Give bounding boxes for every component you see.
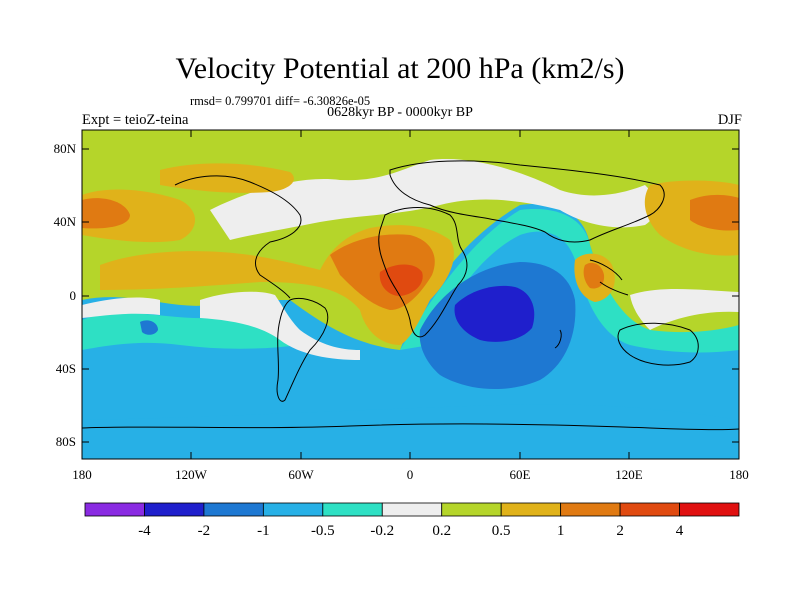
lat-label-40n: 40N (54, 214, 77, 229)
period-label: 0628kyr BP - 0000kyr BP (327, 105, 473, 120)
coastline-maritime-continent (589, 259, 629, 296)
colorbar-box-10 (679, 502, 740, 517)
lon-label-180-west: 180 (72, 467, 92, 482)
lat-label-80s: 80S (56, 434, 76, 449)
colorbar-box-1 (144, 502, 205, 517)
contour-region-cyan-antarctic (82, 404, 739, 459)
colorbar-label-4: -0.2 (370, 523, 394, 539)
contour-region-orange-east-pacific (690, 194, 739, 231)
plot-title: Velocity Potential at 200 hPa (km2/s) (175, 52, 625, 85)
colorbar-label-2: -1 (257, 523, 270, 539)
colorbar-label-6: 0.5 (492, 523, 511, 539)
season-label: DJF (717, 112, 742, 128)
contour-region-red-africa (379, 264, 423, 296)
lon-label-120w: 120W (175, 467, 208, 482)
contour-region-white-north-atlantic (210, 159, 657, 240)
colorbar-label-0: -4 (138, 523, 151, 539)
colorbar-label-7: 1 (557, 523, 565, 539)
colorbar-box-8 (560, 502, 621, 517)
colorbar: -4 -2 -1 -0.5 -0.2 0.2 0.5 1 2 4 (84, 502, 740, 539)
lon-label-60w: 60W (288, 467, 314, 482)
colorbar-box-4 (322, 502, 383, 517)
lon-label-180-east: 180 (729, 467, 749, 482)
lon-ticks (190, 130, 630, 459)
contour-fill-layer (82, 130, 739, 459)
colorbar-box-5 (381, 502, 443, 517)
contour-region-white-south-america (200, 291, 360, 360)
colorbar-box-0 (84, 502, 145, 517)
coastline-madagascar (554, 329, 562, 349)
lat-ticks (82, 148, 739, 443)
contour-region-teal-east (400, 209, 739, 353)
colorbar-box-2 (203, 502, 264, 517)
contour-region-dark-blue-indian-ocean (454, 285, 535, 342)
coastline-north-america (174, 175, 302, 299)
coastlines (82, 160, 739, 431)
contour-region-blue-pacific-south (140, 320, 158, 335)
experiment-label: Expt = teioZ-teina (82, 112, 189, 128)
contour-region-white-pacific-east (630, 288, 739, 330)
coastline-australia (617, 322, 699, 366)
lon-label-0: 0 (407, 467, 414, 482)
colorbar-label-9: 4 (676, 523, 684, 539)
contour-region-orange-maritime (583, 262, 605, 289)
contour-region-orange-west-pacific (82, 198, 130, 229)
lat-label-80n: 80N (54, 141, 77, 156)
contour-region-white-pacific (82, 297, 160, 318)
colorbar-label-3: -0.5 (311, 523, 335, 539)
colorbar-box-7 (500, 502, 562, 517)
coastline-antarctica (82, 423, 739, 431)
colorbar-box-6 (441, 502, 502, 517)
colorbar-label-1: -2 (198, 523, 211, 539)
lon-label-120e: 120E (615, 467, 643, 482)
coastline-africa (378, 207, 468, 338)
lon-label-60e: 60E (510, 467, 531, 482)
colorbar-box-9 (619, 502, 680, 517)
rmsd-diff-stats: rmsd= 0.799701 diff= -6.30826e-05 (190, 94, 371, 108)
coastline-south-america (276, 297, 329, 402)
lat-label-0: 0 (70, 288, 77, 303)
colorbar-label-8: 2 (616, 523, 624, 539)
lat-label-40s: 40S (56, 361, 76, 376)
colorbar-label-5: 0.2 (432, 523, 451, 539)
coastline-eurasia (389, 160, 665, 243)
colorbar-box-3 (262, 502, 324, 517)
contour-region-yellow-north-america (160, 163, 294, 193)
